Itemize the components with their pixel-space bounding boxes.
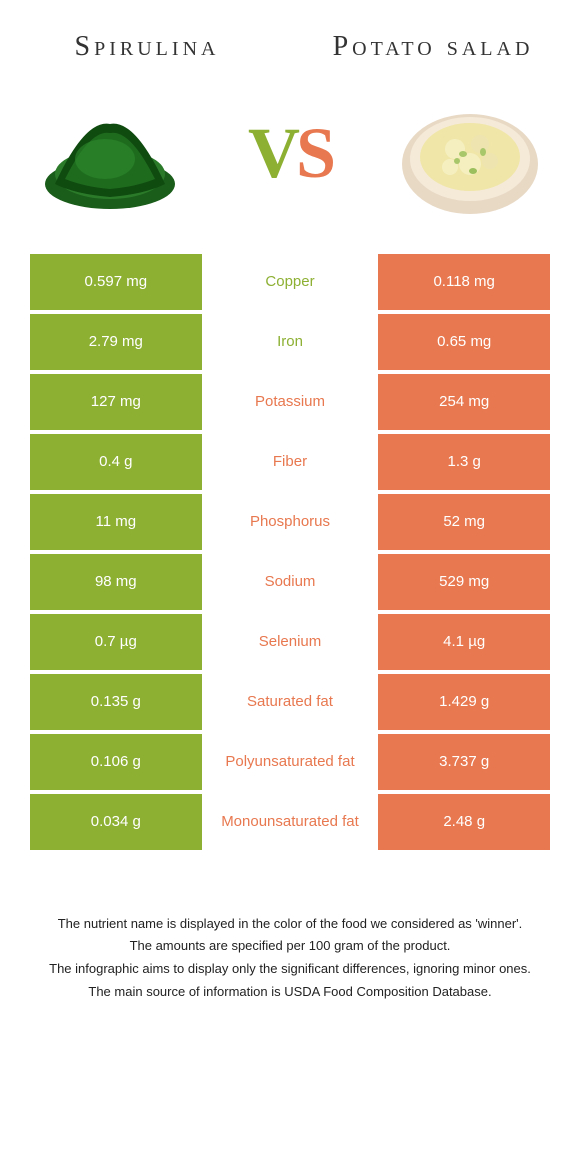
vs-s: S — [296, 113, 332, 193]
left-value: 0.106 g — [30, 734, 202, 790]
left-value: 0.7 µg — [30, 614, 202, 670]
table-row: 11 mgPhosphorus52 mg — [30, 494, 550, 550]
nutrient-name: Saturated fat — [202, 674, 379, 730]
left-value: 98 mg — [30, 554, 202, 610]
right-food-title: Potato salad — [316, 30, 550, 64]
table-row: 0.597 mgCopper0.118 mg — [30, 254, 550, 310]
footer-line-3: The infographic aims to display only the… — [30, 959, 550, 980]
nutrient-name: Polyunsaturated fat — [202, 734, 379, 790]
potato-salad-image — [390, 84, 550, 224]
table-row: 0.7 µgSelenium4.1 µg — [30, 614, 550, 670]
left-value: 0.135 g — [30, 674, 202, 730]
right-value: 1.429 g — [378, 674, 550, 730]
nutrient-name: Phosphorus — [202, 494, 379, 550]
nutrient-name: Monounsaturated fat — [202, 794, 379, 850]
table-row: 0.135 gSaturated fat1.429 g — [30, 674, 550, 730]
vs-label: VS — [248, 112, 332, 195]
table-row: 2.79 mgIron0.65 mg — [30, 314, 550, 370]
footer-line-4: The main source of information is USDA F… — [30, 982, 550, 1003]
nutrient-name: Potassium — [202, 374, 379, 430]
left-value: 2.79 mg — [30, 314, 202, 370]
right-value: 3.737 g — [378, 734, 550, 790]
left-value: 0.4 g — [30, 434, 202, 490]
right-value: 254 mg — [378, 374, 550, 430]
nutrient-name: Fiber — [202, 434, 379, 490]
left-value: 0.034 g — [30, 794, 202, 850]
footer-line-1: The nutrient name is displayed in the co… — [30, 914, 550, 935]
right-value: 52 mg — [378, 494, 550, 550]
left-value: 11 mg — [30, 494, 202, 550]
vs-row: VS — [30, 84, 550, 224]
table-row: 98 mgSodium529 mg — [30, 554, 550, 610]
vs-v: V — [248, 113, 296, 193]
footer-notes: The nutrient name is displayed in the co… — [30, 914, 550, 1005]
nutrient-name: Copper — [202, 254, 379, 310]
nutrient-name: Iron — [202, 314, 379, 370]
right-value: 0.65 mg — [378, 314, 550, 370]
header: Spirulina Potato salad — [30, 30, 550, 64]
right-value: 2.48 g — [378, 794, 550, 850]
table-row: 0.034 gMonounsaturated fat2.48 g — [30, 794, 550, 850]
nutrient-name: Selenium — [202, 614, 379, 670]
spirulina-icon — [35, 89, 185, 219]
left-food-title: Spirulina — [30, 30, 264, 64]
left-value: 127 mg — [30, 374, 202, 430]
table-row: 0.106 gPolyunsaturated fat3.737 g — [30, 734, 550, 790]
spirulina-image — [30, 84, 190, 224]
right-value: 4.1 µg — [378, 614, 550, 670]
right-value: 529 mg — [378, 554, 550, 610]
potato-salad-icon — [395, 89, 545, 219]
nutrient-name: Sodium — [202, 554, 379, 610]
right-value: 0.118 mg — [378, 254, 550, 310]
right-value: 1.3 g — [378, 434, 550, 490]
table-row: 127 mgPotassium254 mg — [30, 374, 550, 430]
nutrient-table: 0.597 mgCopper0.118 mg2.79 mgIron0.65 mg… — [30, 254, 550, 854]
table-row: 0.4 gFiber1.3 g — [30, 434, 550, 490]
footer-line-2: The amounts are specified per 100 gram o… — [30, 936, 550, 957]
left-value: 0.597 mg — [30, 254, 202, 310]
